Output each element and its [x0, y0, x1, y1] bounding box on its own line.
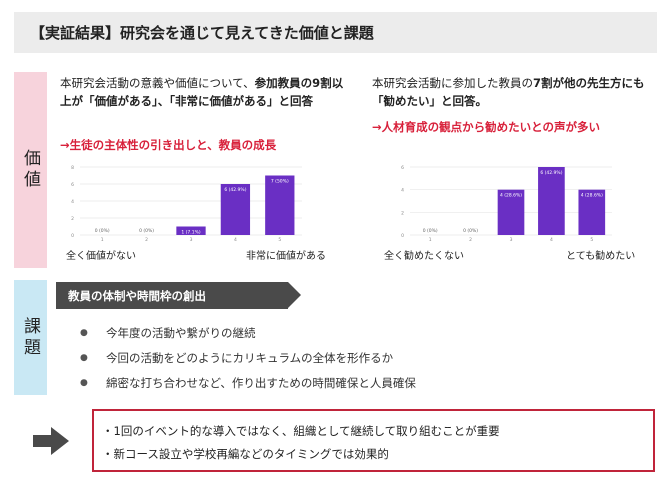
issue-section-tab: 課題 — [14, 280, 47, 395]
bar-data-label: 6 (42.9%) — [540, 170, 562, 176]
bar-data-label: 0 (0%) — [95, 228, 110, 234]
right-highlight: →人材育成の観点から勧めたいとの声が多い — [372, 120, 601, 134]
right-chart: 0 2 4 6 0 (0%) 1 0 (0%) 2 4 (28.6%) 3 6 (42.9%) 4 4 … — [390, 163, 620, 243]
bar-data-label: 7 (50%) — [271, 179, 289, 185]
bar — [497, 189, 525, 235]
bar — [578, 189, 606, 235]
left-text-bold: 参加教員の9割以上が「価値がある」、「非常に価値がある」と回答 — [60, 76, 344, 109]
list-item: ● 綿密な打ち合わせなど、作り出すための時間確保と人員確保 — [80, 370, 416, 395]
y-tick-label: 6 — [71, 182, 74, 188]
x-tick-label: 4 — [234, 237, 237, 243]
list-item: ● 今年度の活動や繋がりの継続 — [80, 320, 416, 345]
bar — [176, 226, 206, 235]
x-tick-label: 2 — [469, 237, 472, 243]
x-tick-label: 4 — [550, 237, 553, 243]
issue-bullet-list: ● 今年度の活動や繋がりの継続 ● 今回の活動をどのようにカリキュラムの全体を形作る… — [80, 320, 416, 395]
left-chart-svg: 0 2 4 6 8 0 (0%) 1 0 (0%) 2 1 (7.1%)3 6 (42.9%) 4 7 … — [71, 165, 302, 243]
right-text-plain: 本研究会活動に参加した教員の — [372, 76, 533, 90]
value-section-tab: 価値 — [14, 72, 47, 268]
bar-data-label: 6 (42.9%) — [224, 187, 246, 193]
bullet-text: 今年度の活動や繋がりの継続 — [106, 325, 256, 340]
y-tick-label: 0 — [71, 233, 74, 239]
bullet-icon: ● — [80, 327, 88, 338]
right-axis-high-caption: とても勧めたい — [566, 251, 636, 262]
x-tick-label: 3 — [190, 237, 193, 243]
x-tick-label: 5 — [590, 237, 593, 243]
bar — [220, 184, 251, 235]
right-text-bold: 7割が他の先生方にも「勧めたい」と回答。 — [372, 76, 645, 109]
list-item: ● 今回の活動をどのようにカリキュラムの全体を形作るか — [80, 345, 416, 370]
x-tick-label: 1 — [429, 237, 432, 243]
bar-data-label: 4 (28.6%) — [581, 193, 603, 199]
bar-data-label: 0 (0%) — [423, 228, 438, 234]
value-tab-label: 価値 — [20, 149, 40, 191]
y-tick-label: 4 — [401, 188, 404, 194]
left-panel-text: 本研究会活動の意義や価値について、参加教員の9割以上が「価値がある」、「非常に価… — [60, 74, 345, 111]
bar-data-label: 0 (0%) — [463, 228, 478, 234]
issue-tab-label: 課題 — [20, 316, 40, 359]
bar — [265, 175, 295, 235]
y-tick-label: 0 — [401, 233, 404, 239]
right-arrow-icon — [33, 427, 69, 455]
issue-banner: 教員の体制や時間枠の創出 — [56, 282, 288, 309]
x-tick-label: 3 — [510, 237, 513, 243]
left-axis-low-caption: 全く価値がない — [66, 251, 136, 262]
y-tick-label: 2 — [71, 216, 74, 222]
left-axis-high-caption: 非常に価値がある — [246, 251, 326, 262]
conclusion-line: ・1回のイベント的な導入ではなく、組織として継続して取り組むことが重要 — [102, 423, 500, 438]
right-axis-low-caption: 全く勧めたくない — [384, 251, 464, 262]
conclusion-box: ・1回のイベント的な導入ではなく、組織として継続して取り組むことが重要 ・新コー… — [92, 409, 655, 472]
bullet-icon: ● — [80, 377, 88, 388]
right-chart-svg: 0 2 4 6 0 (0%) 1 0 (0%) 2 4 (28.6%) 3 6 (42.9%) 4 4 … — [401, 165, 612, 243]
bullet-text: 今回の活動をどのようにカリキュラムの全体を形作るか — [106, 350, 394, 365]
y-tick-label: 8 — [71, 165, 74, 171]
x-tick-label: 1 — [101, 237, 104, 243]
bar — [538, 167, 565, 235]
left-chart: 0 2 4 6 8 0 (0%) 1 0 (0%) 2 1 (7.1%) 3 6 (42.9%) 4 7 … — [60, 163, 310, 243]
bullet-text: 綿密な打ち合わせなど、作り出すための時間確保と人員確保 — [106, 375, 416, 390]
x-tick-label: 2 — [145, 237, 148, 243]
page-title: 【実証結果】研究会を通じて見えてきた価値と課題 — [14, 12, 657, 53]
bar-data-label: 1 (7.1%) — [181, 230, 200, 236]
left-highlight: →生徒の主体性の引き出しと、教員の成長 — [60, 138, 277, 152]
issue-banner-arrow-tip — [288, 282, 301, 308]
left-text-plain: 本研究会活動の意義や価値について、 — [60, 76, 255, 90]
y-tick-label: 6 — [401, 165, 404, 171]
y-tick-label: 4 — [71, 199, 74, 205]
right-panel-text: 本研究会活動に参加した教員の7割が他の先生方にも「勧めたい」と回答。 — [372, 74, 662, 111]
bar-data-label: 4 (28.6%) — [500, 193, 522, 199]
bar-data-label: 0 (0%) — [139, 228, 154, 234]
y-tick-label: 2 — [401, 210, 404, 216]
x-tick-label: 5 — [278, 237, 281, 243]
bullet-icon: ● — [80, 352, 88, 363]
conclusion-line: ・新コース設立や学校再編などのタイミングでは効果的 — [102, 446, 389, 461]
